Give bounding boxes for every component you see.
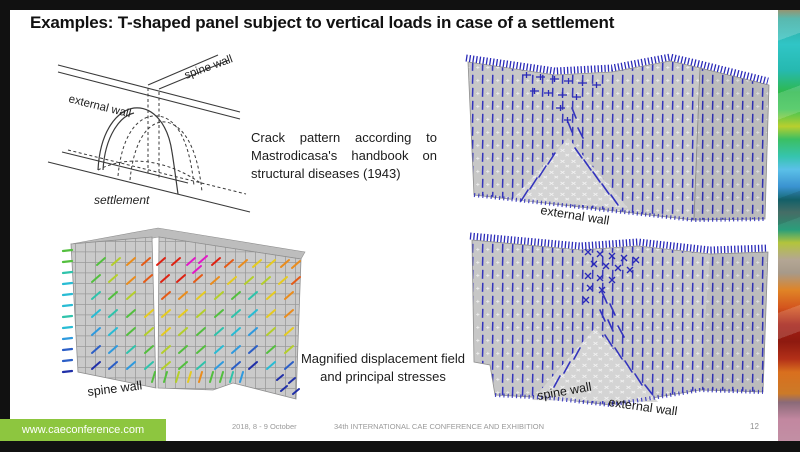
fem-external-wall-figure: external wall: [465, 53, 770, 228]
bottom-edge-ticks: [494, 387, 764, 408]
wall-end-shade: [694, 68, 769, 220]
fem-spine-external-figure: spine wall external wall: [469, 232, 769, 415]
principal-stress-diagonals: [520, 107, 619, 206]
crack-arch-region: [532, 328, 658, 402]
left-edge-ticks: [61, 248, 74, 374]
crack-caption: Crack pattern according to Mastrodicasa'…: [251, 130, 437, 181]
sketch-external-wall-label: external wall: [67, 93, 132, 120]
footer-website-label: www.caeconference.com: [21, 424, 145, 436]
wall-face: [467, 60, 701, 221]
sketch-settlement-label: settlement: [94, 193, 150, 207]
footer-website-bar: www.caeconference.com: [0, 419, 166, 441]
footer-conference-name: 34th INTERNATIONAL CAE CONFERENCE AND EX…: [334, 422, 545, 431]
footer-date: 2018, 8 - 9 October: [232, 422, 297, 431]
sketch-arch: [97, 107, 179, 195]
frame-bar-left: [0, 0, 10, 452]
sketch-spine-wall-label: spine wall: [183, 53, 235, 82]
sketch-walls: [57, 54, 241, 120]
external-wall-face: [157, 236, 302, 400]
frame-bar-top: [0, 0, 800, 10]
top-edge-load-arrows: [465, 53, 769, 85]
magnified-caption: Magnified displacement field and princip…: [300, 351, 466, 384]
spine-wall-label: spine wall: [87, 378, 143, 399]
frame-bar-bottom: [0, 441, 800, 452]
principal-stress-diagonals: [553, 291, 653, 395]
crack-pattern-sketch: external wall spine wall settlement: [47, 53, 251, 213]
stress-arrows: [91, 255, 301, 395]
footer-page-number: 12: [750, 422, 759, 431]
crack-arch-region: [512, 138, 628, 208]
horizontal-stress-crosses: [522, 72, 601, 123]
decorative-color-strip: [778, 10, 800, 441]
fem-displacement-figure: spine wall: [61, 227, 306, 400]
sketch-dashed-lines: [67, 88, 247, 195]
slide-title: Examples: T-shaped panel subject to vert…: [30, 13, 615, 32]
wall-end-shade: [700, 252, 768, 392]
wall-end-face: [693, 67, 770, 221]
sketch-ground: [47, 151, 251, 213]
x-stress-crosses: [582, 248, 640, 304]
